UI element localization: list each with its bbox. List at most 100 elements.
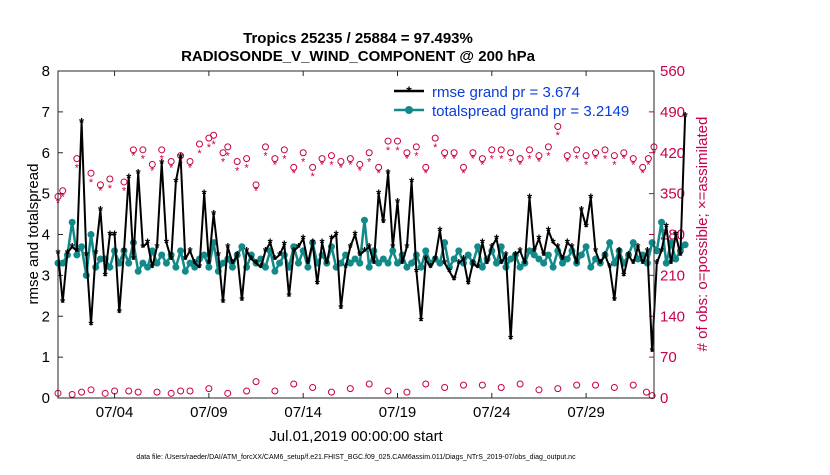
rmse-point: * [593,244,599,259]
rmse-point: * [173,174,179,189]
possible-obs-marker [639,163,647,171]
possible-obs-marker [243,155,251,163]
legend-rmse-marker: * [406,83,412,99]
rmse-point: * [480,236,486,251]
possible-obs-marker [441,383,449,391]
y-axis-label-left: rmse and totalspread [25,164,42,305]
y-right-tick-label: 420 [660,145,685,162]
rmse-point: * [272,252,278,267]
possible-obs-marker [205,385,213,393]
rmse-point: * [367,240,373,255]
rmse-point: * [409,174,415,189]
possible-obs-marker [460,163,468,171]
possible-obs-marker [219,149,227,157]
rmse-point: * [602,248,608,263]
chart-title-line2: RADIOSONDE_V_WIND_COMPONENT @ 200 hPa [181,48,536,65]
totalspread-point [228,263,236,271]
totalspread-point [238,243,246,251]
assimilated-obs-marker: * [339,162,344,174]
assimilated-obs-marker: * [273,159,278,171]
possible-obs-marker [68,390,76,398]
rmse-point: * [60,295,66,310]
rmse-point: * [150,260,156,275]
y-left-tick-label: 6 [42,145,50,162]
possible-obs-marker [78,388,86,396]
possible-obs-marker [592,381,600,389]
assimilated-obs-marker: * [461,168,466,180]
possible-obs-marker [224,143,232,151]
rmse-point: * [65,246,71,261]
rmse-point: * [197,260,203,275]
totalspread-point [205,263,213,271]
assimilated-obs-marker: * [244,162,249,174]
assimilated-obs-marker: * [575,154,580,166]
totalspread-point [403,263,411,271]
possible-obs-marker [148,160,156,168]
possible-obs-marker [478,155,486,163]
rmse-point: * [249,252,255,267]
totalspread-point [59,259,67,267]
assimilated-obs-marker: * [405,154,410,166]
possible-obs-marker [167,158,175,166]
rmse-point: * [202,187,208,202]
totalspread-point [417,263,425,271]
totalspread-point [681,241,689,249]
totalspread-point [379,255,387,263]
assimilated-obs-marker: * [527,154,532,166]
rmse-point: * [159,156,165,171]
rmse-point: * [546,223,552,238]
rmse-point: * [169,252,175,267]
rmse-point: * [216,248,222,263]
assimilated-obs-marker: * [320,159,325,171]
totalspread-point [125,259,133,267]
assimilated-obs-marker: * [169,162,174,174]
rmse-point: * [400,256,406,271]
possible-obs-marker [186,158,194,166]
rmse-point: * [93,246,99,261]
rmse-point: * [414,264,420,279]
totalspread-point [186,259,194,267]
rmse-point: * [235,248,241,263]
totalspread-point [422,247,430,255]
assimilated-obs-marker: * [235,165,240,177]
rmse-point: * [88,317,94,332]
rmse-point: * [221,295,227,310]
x-tick-label: 07/19 [379,404,417,421]
assimilated-obs-marker: * [221,157,226,169]
possible-obs-marker [59,187,67,195]
totalspread-point [530,251,538,259]
possible-obs-marker [460,381,468,389]
possible-obs-marker [573,381,581,389]
rmse-point: * [607,260,613,275]
rmse-point: * [211,207,217,222]
possible-obs-marker [375,163,383,171]
possible-obs-marker [96,181,104,189]
y-left-tick-label: 2 [42,308,50,325]
totalspread-point [158,251,166,259]
possible-obs-marker [644,155,652,163]
possible-obs-marker [642,388,650,396]
rmse-point: * [291,244,297,259]
possible-obs-marker [535,386,543,394]
rmse-point: * [239,293,245,308]
rmse-point: * [357,248,363,263]
legend-spread-label: totalspread grand pr = 3.2149 [432,103,629,120]
rmse-point: * [390,240,396,255]
y-right-tick-label: 70 [660,349,677,366]
x-tick-label: 07/29 [567,404,605,421]
rmse-point: * [664,219,670,234]
possible-obs-marker [111,387,119,395]
possible-obs-marker [554,122,562,130]
rmse-point: * [494,232,500,247]
assimilated-obs-marker: * [131,151,136,163]
rmse-point: * [452,272,458,287]
possible-obs-marker [129,146,137,154]
x-tick-label: 07/14 [284,404,322,421]
y-right-tick-label: 350 [660,186,685,203]
possible-obs-marker [167,389,175,397]
possible-obs-marker [384,387,392,395]
totalspread-point [436,259,444,267]
plot-area: * **** * ** **** * ** * ** ** **** ***** * * * **** ** **… [54,109,689,400]
rmse-point: * [348,240,354,255]
assimilated-obs-marker: * [622,154,627,166]
